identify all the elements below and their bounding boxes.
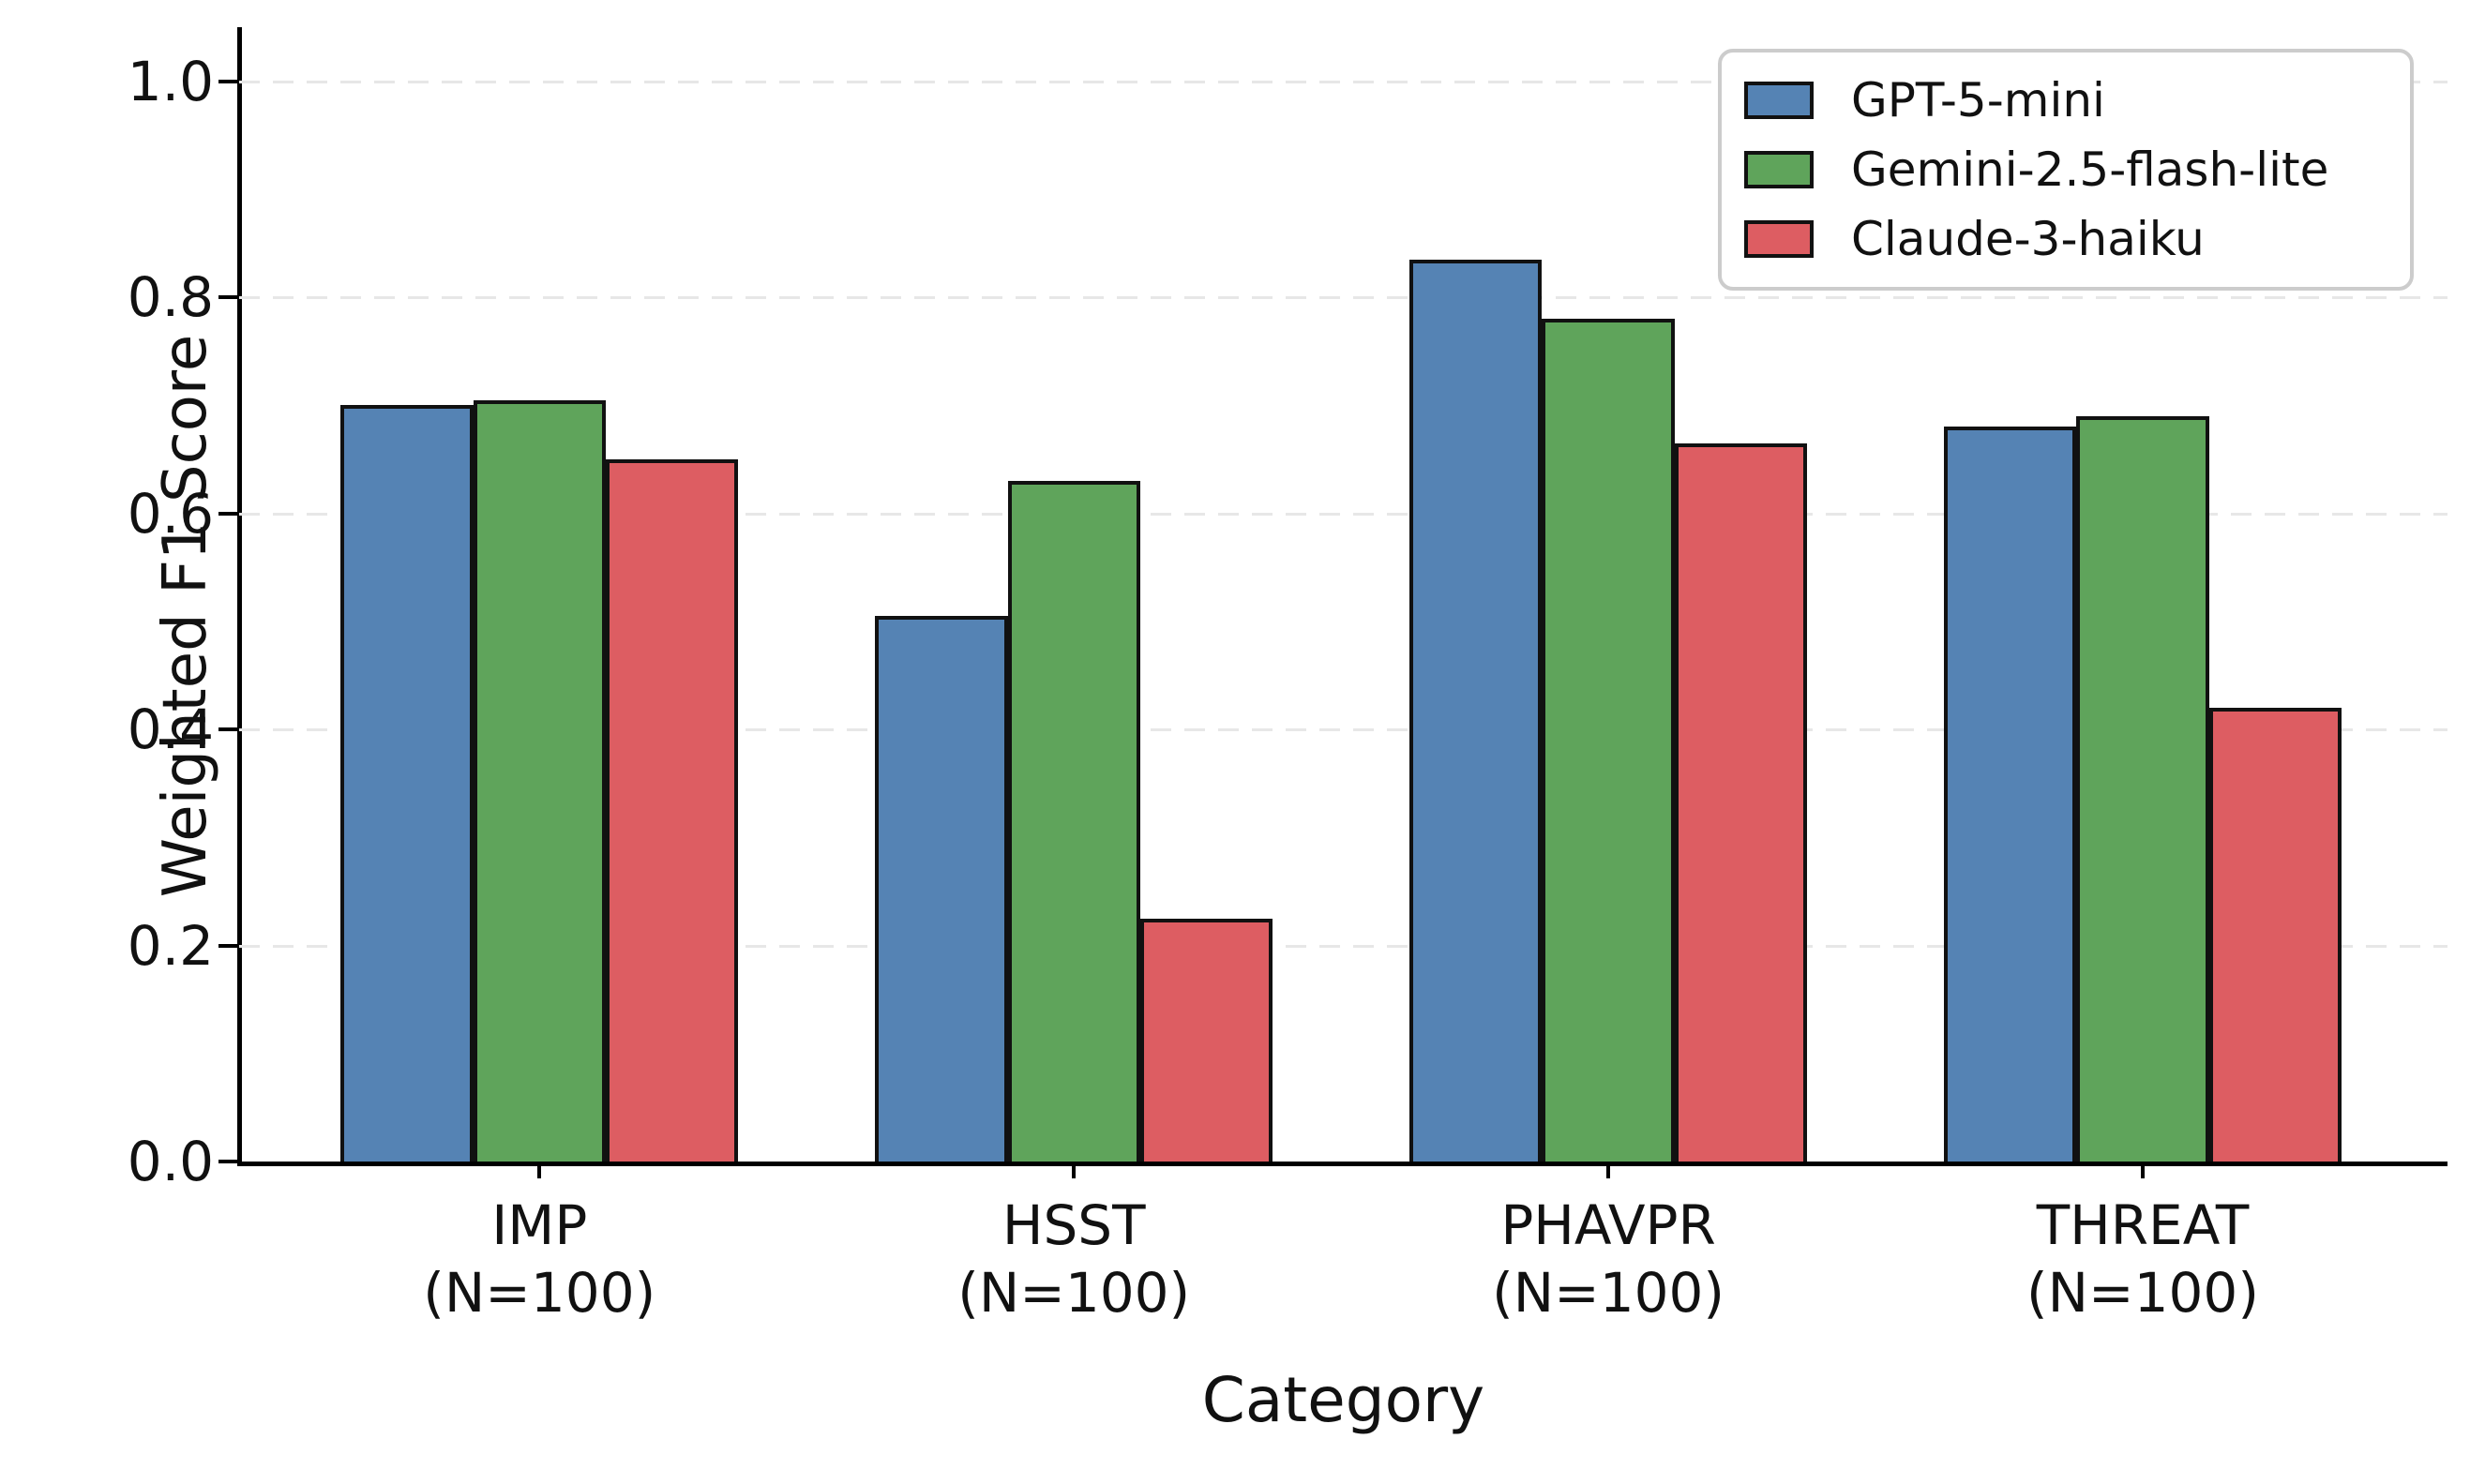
category-n: (N=100) [957,1261,1191,1325]
x-tick-label-imp: IMP (N=100) [324,1192,755,1327]
bar-gemini-2.5-flash-lite-threat [2076,415,2209,1162]
x-tick-mark [2141,1163,2145,1178]
x-tick-mark [537,1163,542,1178]
x-tick-mark [1606,1163,1611,1178]
bar-gemini-2.5-flash-lite-phavpr [1542,319,1675,1162]
y-tick-label: 0.0 [127,1130,214,1193]
bar-gemini-2.5-flash-lite-hsst [1007,481,1140,1162]
x-axis-title: Category [1201,1364,1485,1436]
y-tick-label: 1.0 [127,49,214,113]
legend-swatch [1744,151,1814,188]
x-tick-label-phavpr: PHAVPR (N=100) [1393,1192,1824,1327]
y-tick-label: 0.4 [127,697,214,762]
x-tick-label-hsst: HSST (N=100) [858,1192,1289,1327]
x-axis-spine [237,1162,2447,1166]
y-tick-mark [218,943,237,948]
y-tick-mark [218,511,237,516]
category-name: IMP [491,1193,588,1257]
y-tick-label: 0.6 [127,481,214,546]
legend-label: GPT-5-mini [1851,73,2105,127]
bar-gpt-5-mini-imp [340,405,474,1162]
bar-gpt-5-mini-hsst [875,616,1008,1162]
bar-gemini-2.5-flash-lite-imp [473,399,606,1162]
legend-swatch [1744,220,1814,258]
legend-item: Gemini-2.5-flash-lite [1744,145,2410,194]
x-tick-label-threat: THREAT (N=100) [1927,1192,2358,1327]
legend: GPT-5-mini Gemini-2.5-flash-lite Claude-3-… [1718,49,2414,291]
y-tick-label: 0.8 [127,265,214,330]
category-name: THREAT [2036,1193,2250,1257]
gridline [239,296,2447,300]
category-n: (N=100) [1492,1261,1725,1325]
y-tick-mark [218,727,237,732]
bar-claude-3-haiku-imp [605,458,739,1162]
legend-label: Claude-3-haiku [1851,212,2205,266]
category-n: (N=100) [423,1261,656,1325]
y-tick-label: 0.2 [127,913,214,978]
legend-label: Gemini-2.5-flash-lite [1851,142,2329,197]
gridline [239,512,2447,516]
bar-gpt-5-mini-threat [1944,427,2077,1162]
y-tick-mark [218,1160,237,1163]
legend-item: Claude-3-haiku [1744,215,2410,263]
legend-item: GPT-5-mini [1744,76,2410,125]
bar-gpt-5-mini-phavpr [1409,259,1543,1162]
bar-claude-3-haiku-hsst [1139,918,1273,1162]
plot-area [237,27,2447,1166]
x-tick-mark [1072,1163,1077,1178]
category-name: PHAVPR [1500,1193,1716,1257]
category-n: (N=100) [2026,1261,2259,1325]
gridline [239,728,2447,732]
bar-claude-3-haiku-phavpr [1674,442,1808,1162]
y-axis-spine [237,27,242,1166]
legend-swatch [1744,82,1814,119]
gridline [239,944,2447,948]
y-tick-mark [218,79,237,83]
bar-claude-3-haiku-threat [2208,708,2342,1162]
y-axis-title: Weighted F1 Score [151,334,220,898]
y-tick-mark [218,295,237,300]
gridline [239,80,2447,83]
category-name: HSST [1002,1193,1146,1257]
